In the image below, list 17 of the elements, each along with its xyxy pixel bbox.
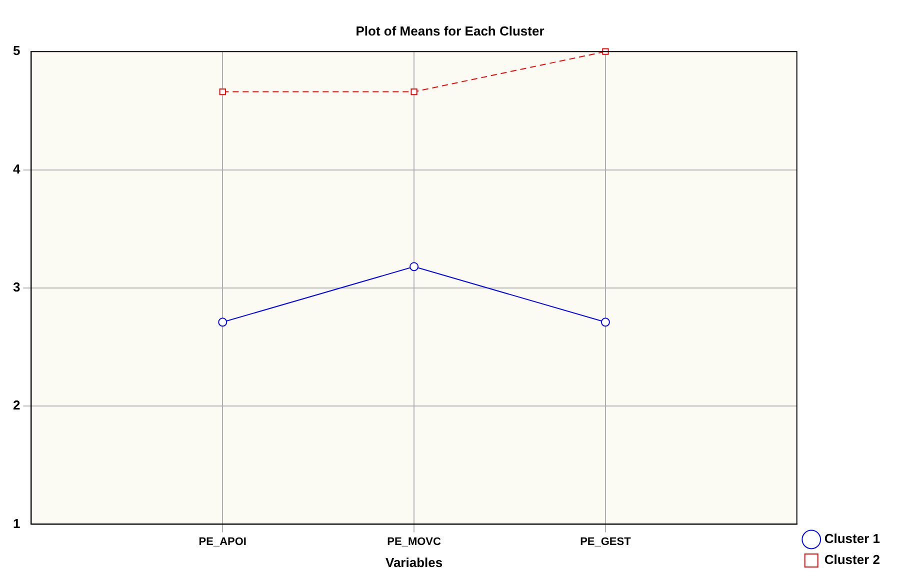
point	[600, 318, 610, 327]
y-tick-label: 5	[12, 43, 20, 58]
x-tick-label: PE_APOI	[198, 536, 246, 548]
y-tick-label: 3	[12, 279, 20, 294]
chart-title: Plot of Means for Each Cluster	[356, 23, 544, 38]
point	[410, 262, 419, 272]
y-tick-label: 1	[12, 516, 20, 531]
x-axis-title: Variables	[385, 554, 443, 570]
x-tick-label: PE_GEST	[580, 536, 632, 548]
point	[219, 88, 226, 96]
legend-label: Cluster 2	[824, 552, 880, 568]
point	[410, 88, 418, 96]
legend-label: Cluster 1	[824, 531, 880, 546]
y-tick-label: 4	[12, 161, 21, 176]
y-tick-label: 2	[12, 398, 20, 413]
x-tick-label: PE_MOVC	[387, 536, 441, 548]
point	[218, 318, 228, 327]
